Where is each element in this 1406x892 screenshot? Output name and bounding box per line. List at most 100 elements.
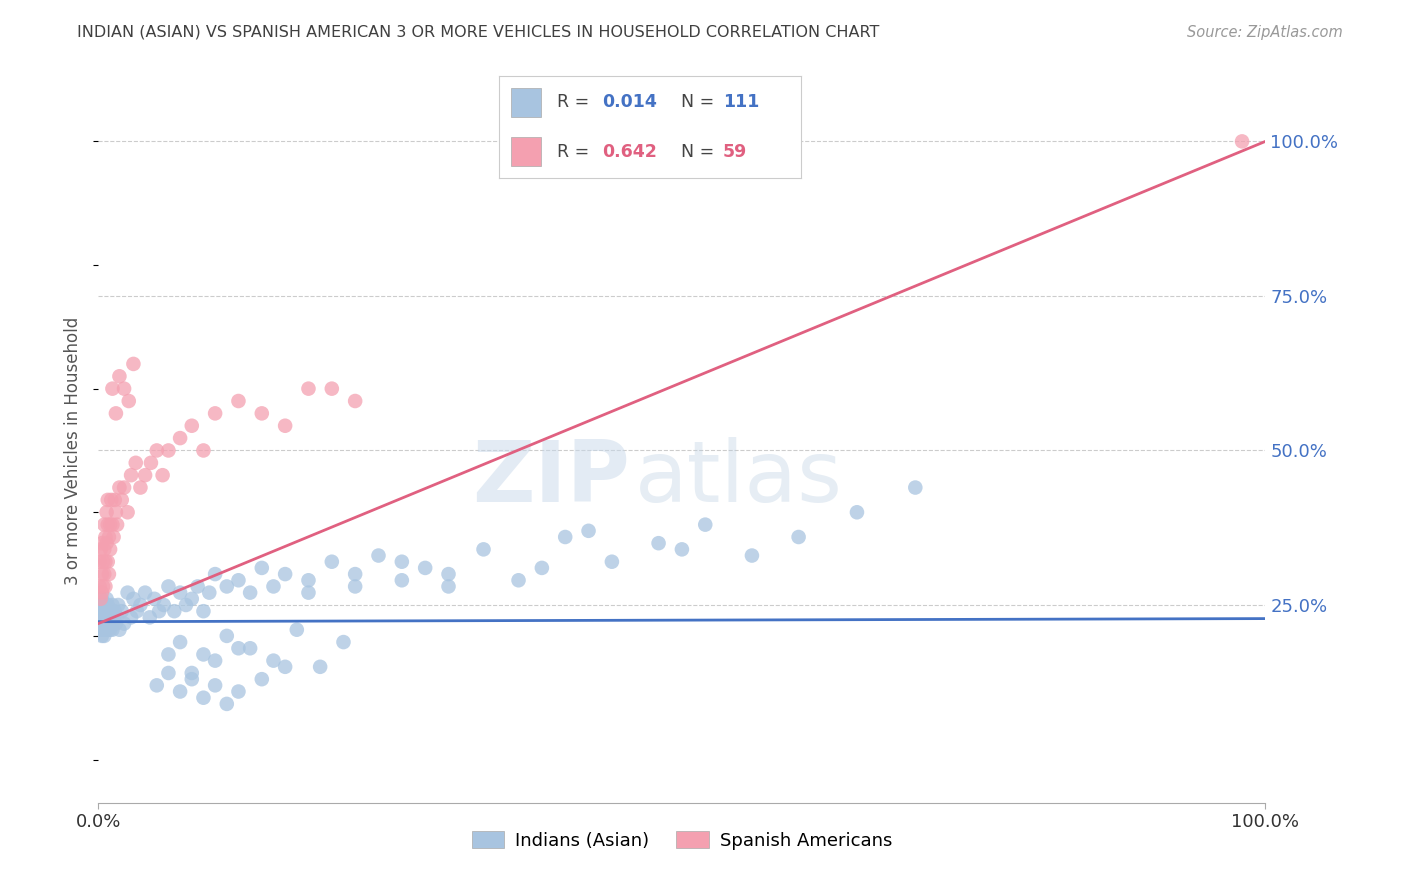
Point (143, 591, 166, 606)
Point (94, 610, 117, 624)
Point (93, 629, 115, 643)
Point (90, 536, 112, 550)
Point (108, 623, 131, 637)
Point (91, 555, 114, 569)
Point (139, 610, 162, 624)
Point (904, 481, 927, 495)
Point (297, 585, 319, 599)
Point (105, 517, 128, 532)
Point (250, 561, 273, 575)
Point (97, 604, 120, 618)
Point (104, 492, 127, 507)
Point (101, 517, 124, 532)
Text: 0.014: 0.014 (602, 93, 657, 111)
Point (100, 616, 122, 631)
Point (695, 517, 717, 532)
Point (146, 443, 169, 458)
Point (97, 567, 120, 582)
Point (104, 505, 127, 519)
Point (344, 579, 367, 593)
Point (112, 382, 135, 396)
Point (90, 591, 112, 606)
Point (163, 604, 186, 618)
Point (125, 604, 148, 618)
Point (228, 641, 250, 656)
Point (193, 648, 215, 662)
Point (344, 567, 367, 582)
Point (101, 598, 124, 612)
Point (297, 574, 319, 588)
Text: R =: R = (557, 93, 595, 111)
Text: N =: N = (681, 143, 720, 161)
Point (105, 610, 128, 624)
Point (262, 654, 284, 668)
Point (108, 369, 131, 384)
Point (228, 394, 250, 409)
Point (122, 357, 145, 371)
Point (157, 579, 180, 593)
Point (103, 530, 125, 544)
Point (122, 591, 145, 606)
Point (90, 610, 112, 624)
Point (169, 585, 191, 599)
Point (193, 604, 215, 618)
Point (1230, 135, 1253, 149)
Point (90, 623, 112, 637)
Point (228, 574, 250, 588)
Point (104, 616, 127, 631)
Point (111, 492, 134, 507)
Point (309, 660, 332, 674)
Bar (512, 88, 541, 117)
Point (90, 629, 112, 643)
Point (93, 517, 115, 532)
Point (108, 481, 131, 495)
Text: N =: N = (681, 93, 720, 111)
Point (118, 394, 141, 409)
Point (437, 579, 460, 593)
Point (97, 610, 120, 624)
Point (90, 591, 112, 606)
Point (152, 598, 174, 612)
Point (554, 530, 576, 544)
Point (274, 660, 297, 674)
Point (117, 505, 139, 519)
Point (96, 616, 118, 631)
Point (647, 536, 669, 550)
Legend: Indians (Asian), Spanish Americans: Indians (Asian), Spanish Americans (464, 824, 900, 857)
Point (169, 684, 191, 698)
Point (94, 555, 117, 569)
Point (93, 567, 115, 582)
Point (101, 623, 124, 637)
Point (93, 542, 115, 557)
Point (215, 697, 238, 711)
Bar (512, 137, 541, 166)
Point (90, 598, 112, 612)
Point (741, 549, 763, 563)
Point (187, 579, 209, 593)
Text: 0.642: 0.642 (602, 143, 657, 161)
Point (239, 585, 262, 599)
Point (180, 665, 202, 680)
Point (94, 579, 117, 593)
Point (93, 604, 115, 618)
Point (89, 555, 111, 569)
Point (157, 665, 180, 680)
Point (600, 555, 623, 569)
Point (139, 456, 162, 470)
Point (117, 585, 139, 599)
Point (321, 382, 343, 396)
Point (204, 654, 226, 668)
Point (98, 517, 121, 532)
Point (193, 690, 215, 705)
Point (96, 536, 118, 550)
Point (204, 567, 226, 582)
Point (332, 635, 354, 649)
Point (120, 468, 142, 483)
Point (90, 585, 112, 599)
Point (91, 610, 114, 624)
Point (146, 678, 169, 692)
Point (100, 492, 122, 507)
Text: R =: R = (557, 143, 595, 161)
Text: ZIP: ZIP (471, 437, 630, 520)
Point (204, 406, 226, 420)
